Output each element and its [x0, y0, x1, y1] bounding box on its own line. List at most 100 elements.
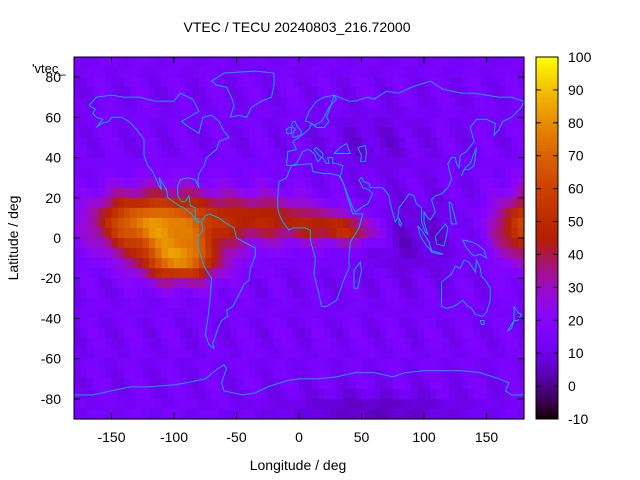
heatmap-cell	[217, 147, 225, 159]
heatmap-cell	[380, 137, 388, 149]
heatmap-cell	[186, 97, 194, 108]
heatmap-cell	[399, 77, 406, 88]
heatmap-cell	[455, 268, 463, 279]
heatmap-cell	[161, 388, 169, 400]
heatmap-cell	[274, 147, 281, 159]
heatmap-cell	[480, 348, 488, 360]
heatmap-cell	[311, 217, 319, 229]
heatmap-cell	[280, 258, 288, 269]
heatmap-cell	[142, 238, 150, 249]
heatmap-cell	[430, 378, 438, 390]
colorbar-segment	[536, 295, 558, 299]
heatmap-cell	[361, 77, 369, 88]
heatmap-cell	[449, 57, 456, 68]
heatmap-cell	[267, 137, 275, 149]
heatmap-cell	[461, 318, 469, 330]
heatmap-cell	[99, 157, 106, 169]
heatmap-cell	[199, 398, 206, 410]
heatmap-cell	[480, 177, 488, 189]
colorbar-segment	[536, 250, 558, 254]
heatmap-cell	[330, 77, 338, 88]
heatmap-cell	[86, 278, 94, 289]
heatmap-cell	[399, 298, 406, 309]
heatmap-cell	[380, 338, 388, 350]
heatmap-cell	[186, 368, 194, 380]
heatmap-cell	[111, 328, 119, 340]
heatmap-cell	[474, 87, 481, 98]
heatmap-cell	[324, 197, 331, 209]
heatmap-cell	[217, 358, 225, 370]
coastline-path	[448, 201, 458, 225]
heatmap-cell	[449, 258, 456, 269]
heatmap-cell	[211, 67, 219, 78]
heatmap-cell	[336, 338, 344, 350]
heatmap-cell	[167, 127, 175, 139]
heatmap-cell	[311, 87, 319, 98]
heatmap-cell	[117, 368, 125, 380]
heatmap-cell	[461, 298, 469, 309]
colorbar-segment	[536, 222, 558, 227]
heatmap-cell	[492, 137, 500, 149]
heatmap-cell	[186, 328, 194, 340]
heatmap-cell	[480, 388, 488, 400]
heatmap-cell	[492, 258, 500, 269]
heatmap-cell	[274, 97, 281, 108]
heatmap-cell	[274, 398, 281, 410]
colorbar-segment	[536, 313, 558, 317]
heatmap-cell	[267, 57, 275, 68]
heatmap-cell	[386, 248, 394, 259]
heatmap-cell	[217, 157, 225, 169]
colorbar-segment	[536, 99, 558, 103]
heatmap-cell	[267, 157, 275, 169]
heatmap-cell	[117, 147, 125, 159]
heatmap-cell	[367, 368, 375, 380]
heatmap-cell	[255, 67, 263, 78]
heatmap-cell	[505, 137, 513, 149]
heatmap-cell	[342, 368, 350, 380]
heatmap-cell	[255, 227, 263, 239]
heatmap-cell	[242, 207, 250, 219]
heatmap-cell	[336, 97, 344, 108]
heatmap-cell	[492, 318, 500, 330]
heatmap-cell	[342, 398, 350, 410]
heatmap-cell	[292, 248, 300, 259]
heatmap-cell	[155, 358, 163, 370]
heatmap-cell	[224, 67, 231, 78]
heatmap-cell	[280, 318, 288, 330]
heatmap-cell	[124, 338, 131, 350]
heatmap-cell	[374, 318, 381, 330]
heatmap-cell	[317, 227, 325, 239]
heatmap-cell	[280, 278, 288, 289]
heatmap-cell	[192, 278, 200, 289]
heatmap-cell	[292, 137, 300, 149]
heatmap-cell	[105, 348, 113, 360]
x-axis-label: Longitude / deg	[250, 457, 347, 473]
heatmap-cell	[386, 147, 394, 159]
heatmap-cell	[305, 157, 313, 169]
heatmap-cell	[392, 248, 400, 259]
heatmap-cell	[286, 278, 294, 289]
heatmap-cell	[417, 278, 425, 289]
heatmap-cell	[292, 288, 300, 299]
heatmap-cell	[274, 107, 281, 118]
heatmap-cell	[280, 298, 288, 309]
heatmap-cell	[124, 167, 131, 179]
colorbar-segment	[536, 204, 558, 209]
heatmap-cell	[505, 127, 513, 139]
heatmap-cell	[355, 378, 363, 390]
heatmap-cell	[317, 117, 325, 128]
heatmap-cell	[442, 398, 450, 410]
heatmap-cell	[486, 187, 494, 199]
heatmap-cell	[367, 298, 375, 309]
heatmap-cell	[180, 308, 188, 320]
colorbar-segment	[536, 102, 558, 106]
heatmap-cell	[205, 248, 213, 259]
heatmap-cell	[167, 338, 175, 350]
heatmap-cell	[124, 197, 131, 209]
colorbar-segment	[536, 180, 558, 185]
heatmap-cell	[317, 328, 325, 340]
heatmap-cell	[380, 298, 388, 309]
heatmap-cell	[311, 378, 319, 390]
heatmap-cell	[311, 187, 319, 199]
heatmap-cell	[392, 298, 400, 309]
